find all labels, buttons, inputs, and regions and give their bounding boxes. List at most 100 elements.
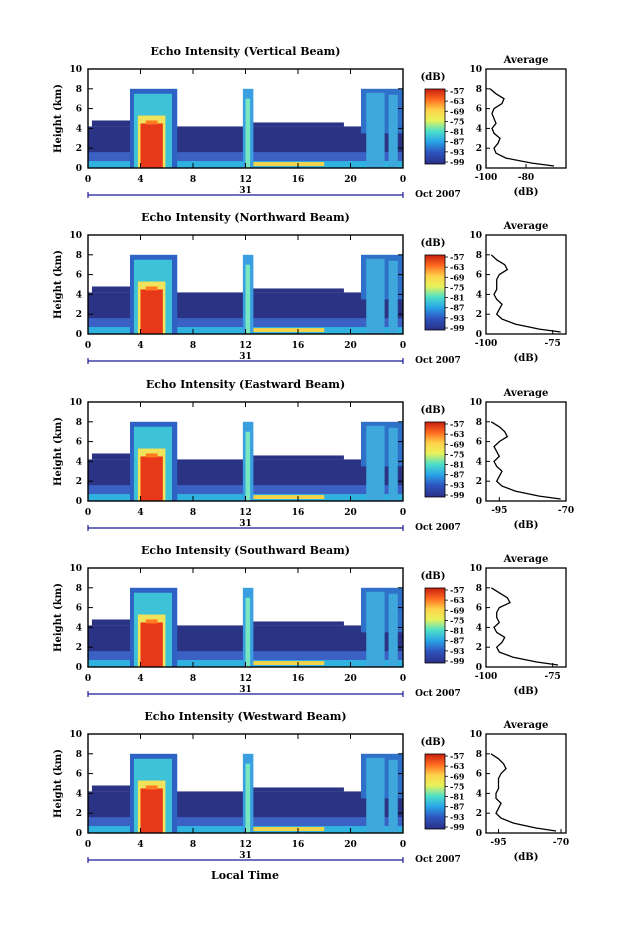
x-tick-label: 0 (400, 840, 406, 850)
echo-layer-patch (91, 619, 133, 626)
colorbar-tick-label: -69 (450, 771, 465, 781)
echo-layer-patch (252, 787, 344, 792)
colorbar-tick-label: -69 (450, 106, 465, 116)
echo-layer-patch (91, 120, 133, 127)
profile-line (490, 254, 561, 333)
profile-x-tick-label: -80 (518, 173, 534, 183)
profile-y-tick-label: 2 (476, 643, 482, 653)
profile-y-tick-label: 2 (476, 144, 482, 154)
y-tick-label: 2 (76, 144, 82, 154)
profile-y-tick-label: 4 (476, 789, 482, 799)
rain-core (140, 123, 163, 168)
colorbar-tick-label: -57 (450, 751, 464, 761)
colorbar-tick-label: -69 (450, 439, 465, 449)
x-tick-label: 0 (85, 840, 91, 850)
profile-y-tick-label: 8 (476, 584, 482, 594)
profile-title: Average (503, 55, 549, 66)
x-tick-label: 16 (292, 840, 305, 850)
x-tick-label: 8 (190, 175, 196, 185)
profile-frame (485, 401, 567, 502)
profile-frame (485, 567, 567, 668)
colorbar-tick-label: -93 (450, 646, 465, 656)
x-tick-label: 4 (137, 341, 143, 351)
x-axis-label: Local Time (211, 869, 279, 882)
profile-y-tick-label: 2 (476, 809, 482, 819)
y-tick-label: 6 (76, 438, 82, 448)
x-tick-label: 16 (292, 341, 305, 351)
profile-line (490, 421, 561, 500)
profile-y-tick-label: 6 (476, 271, 482, 281)
panel-title: Echo Intensity (Eastward Beam) (146, 378, 345, 391)
profile-y-tick-label: 8 (476, 251, 482, 261)
heatmap-field (88, 88, 403, 168)
colorbar-tick-label: -87 (450, 137, 464, 147)
column-noon-core (245, 98, 251, 168)
colorbar (424, 587, 446, 664)
column-evening-core (388, 759, 398, 833)
colorbar-tick-label: -81 (450, 127, 464, 137)
profile-y-tick-label: 0 (476, 829, 482, 839)
x-tick-label: 0 (400, 674, 406, 684)
colorbar-tick-label: -93 (450, 313, 465, 323)
colorbar-tick-label: -99 (450, 822, 465, 832)
bright-band (145, 120, 158, 125)
y-tick-label: 10 (69, 398, 82, 408)
x-tick-label: 8 (190, 674, 196, 684)
x-tick-label: 4 (137, 508, 143, 518)
y-tick-label: 0 (76, 829, 82, 839)
colorbar-tick-label: -81 (450, 293, 464, 303)
bright-band (145, 785, 158, 790)
column-noon-core (245, 597, 251, 667)
profile-y-tick-label: 10 (469, 730, 482, 740)
profile-frame (485, 68, 567, 169)
y-tick-label: 0 (76, 330, 82, 340)
near-ground-strong (252, 661, 325, 666)
profile-title: Average (503, 720, 549, 731)
x-tick-label: 12 (239, 175, 252, 185)
y-tick-label: 2 (76, 643, 82, 653)
profile-line (490, 753, 557, 832)
profile-x-tick-label: -100 (475, 173, 498, 183)
date-label: Oct 2007 (415, 855, 461, 865)
heatmap-field (88, 587, 403, 667)
day-label: 31 (239, 851, 252, 861)
column-evening-core (366, 92, 385, 168)
rain-core (140, 289, 163, 334)
colorbar-tick-label: -63 (450, 761, 465, 771)
y-tick-label: 0 (76, 663, 82, 673)
y-tick-label: 0 (76, 164, 82, 174)
rain-core (140, 456, 163, 501)
colorbar-tick-label: -75 (450, 282, 464, 292)
profile-line (489, 88, 555, 167)
y-tick-label: 10 (69, 65, 82, 75)
profile-x-tick-label: -70 (553, 838, 569, 848)
column-noon-core (245, 264, 251, 334)
panel-3: Echo Intensity (Eastward Beam)0 4 8 12 16 20 0… (53, 378, 574, 533)
profile-x-label: (dB) (514, 353, 539, 364)
column-evening-core (366, 425, 385, 501)
y-tick-label: 4 (76, 789, 82, 799)
colorbar-tick-label: -57 (450, 585, 464, 595)
bright-band (145, 619, 158, 624)
date-label: Oct 2007 (415, 190, 461, 200)
colorbar-tick-label: -81 (450, 792, 464, 802)
x-tick-label: 8 (190, 508, 196, 518)
y-tick-label: 0 (76, 497, 82, 507)
profile-x-tick-label: -100 (475, 339, 498, 349)
column-evening-core (366, 258, 385, 334)
colorbar-tick-label: -63 (450, 262, 465, 272)
y-axis-label: Height (km) (53, 84, 64, 153)
profile-x-tick-label: -95 (491, 506, 507, 516)
profile-x-tick-label: -75 (545, 672, 561, 682)
heatmap-field (88, 753, 403, 833)
profile-y-tick-label: 0 (476, 497, 482, 507)
profile-x-label: (dB) (514, 686, 539, 697)
colorbar-unit: (dB) (421, 405, 446, 416)
date-label: Oct 2007 (415, 689, 461, 699)
colorbar-tick-label: -93 (450, 812, 465, 822)
profile-y-tick-label: 8 (476, 85, 482, 95)
colorbar-tick-label: -87 (450, 802, 464, 812)
profile-title: Average (503, 221, 549, 232)
y-tick-label: 6 (76, 604, 82, 614)
echo-layer-patch (252, 621, 344, 626)
